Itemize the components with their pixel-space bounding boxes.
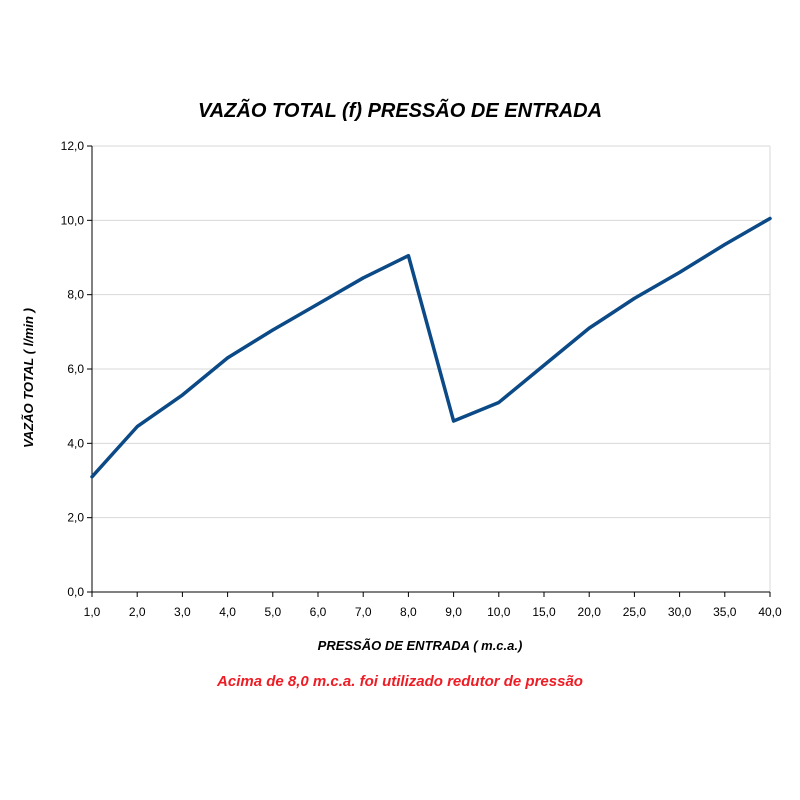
y-tick-label: 4,0 [67,436,84,450]
x-tick-label: 25,0 [623,605,647,619]
y-tick-label: 2,0 [67,511,84,525]
x-tick-label: 2,0 [129,605,146,619]
y-tick-label: 10,0 [61,213,85,227]
x-tick-label: 4,0 [219,605,236,619]
x-axis-title: PRESSÃO DE ENTRADA ( m.c.a.) [318,638,523,653]
x-tick-label: 10,0 [487,605,511,619]
y-tick-label: 8,0 [67,288,84,302]
x-tick-label: 5,0 [264,605,281,619]
x-tick-label: 30,0 [668,605,692,619]
x-tick-label: 15,0 [532,605,556,619]
grid-lines [92,145,771,592]
x-tick-label: 7,0 [355,605,372,619]
tick-labels: 0,0 2,0 4,0 6,0 8,0 10,0 12,0 1,0 2,0 3,0 4,0 5,0 6,… [61,139,782,619]
series-line [90,216,772,479]
x-tick-label: 6,0 [310,605,327,619]
x-tick-label: 9,0 [445,605,462,619]
chart-note: Acima de 8,0 m.c.a. foi utilizado reduto… [217,673,583,690]
x-tick-label: 20,0 [578,605,602,619]
y-tick-label: 0,0 [67,585,84,599]
x-tick-label: 40,0 [758,605,782,619]
y-tick-label: 12,0 [61,139,85,153]
chart-title: VAZÃO TOTAL (f) PRESSÃO DE ENTRADA [197,100,603,122]
x-tick-label: 1,0 [84,605,101,619]
x-tick-label: 35,0 [713,605,737,619]
x-tick-label: 3,0 [174,605,191,619]
y-tick-label: 6,0 [67,362,84,376]
series-lines [90,216,772,479]
x-tick-label: 8,0 [400,605,417,619]
y-axis-title: VAZÃO TOTAL ( l/min ) [21,308,36,448]
axes [87,145,771,597]
